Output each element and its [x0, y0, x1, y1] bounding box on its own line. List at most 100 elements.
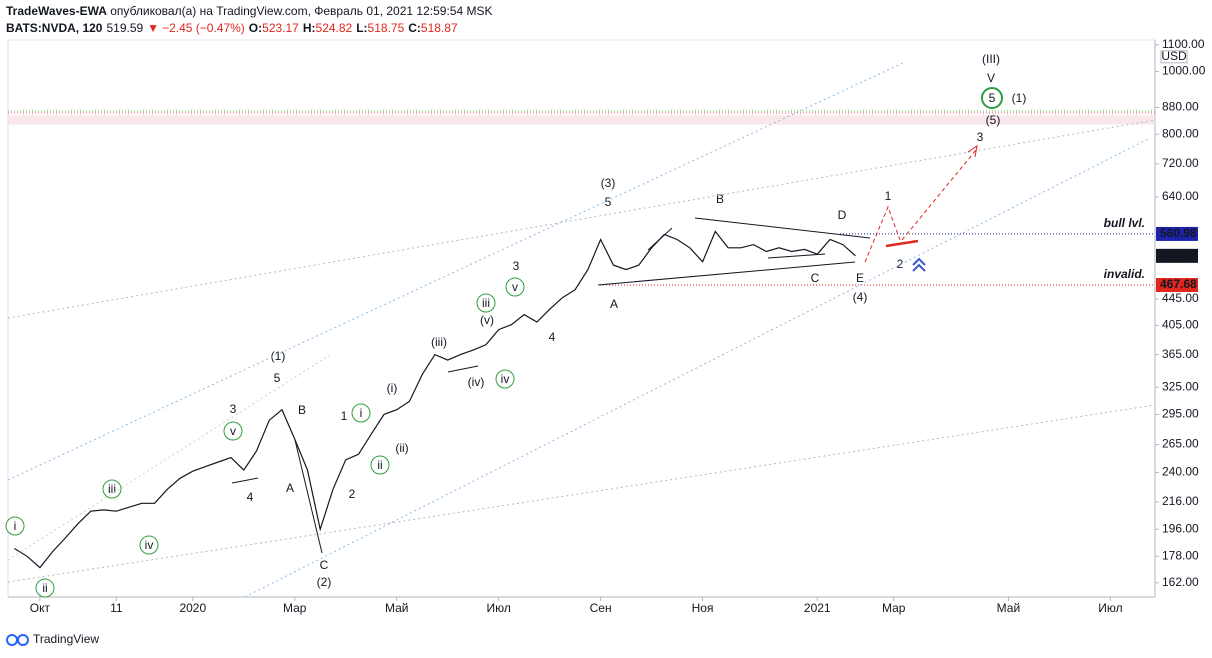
- wave-label: 5: [605, 195, 612, 209]
- author: TradeWaves-EWA: [6, 4, 107, 18]
- wave-label: iii: [482, 296, 490, 310]
- wave-label: (3): [601, 176, 616, 190]
- wave-circle: [351, 403, 371, 423]
- wave-label: 5: [274, 371, 281, 385]
- level-name: bull lvl.: [1104, 216, 1145, 230]
- target-zone: [8, 115, 1155, 125]
- wave-circle: [981, 87, 1003, 109]
- chevron-icon: [912, 263, 926, 272]
- marker-line: [885, 239, 919, 248]
- l-label: L:: [356, 21, 367, 35]
- wave-label: v: [230, 424, 236, 438]
- wave-label: (5): [986, 113, 1001, 127]
- currency-box: [1160, 50, 1188, 64]
- projection: [864, 205, 901, 263]
- wave-label: (iv): [468, 375, 485, 389]
- wave-label: 3: [977, 130, 984, 144]
- header-line: TradeWaves-EWA опубликовал(а) на Trading…: [6, 4, 492, 18]
- x-tick-label: 11: [110, 601, 123, 615]
- logo-icon: [6, 634, 18, 646]
- trend-line: [7, 119, 1156, 319]
- y-tick-label: 880.00: [1162, 100, 1199, 114]
- wedge-line: [767, 253, 826, 259]
- y-tick-label: 1100.00: [1162, 37, 1205, 51]
- wave-label: E: [856, 271, 864, 285]
- price-line: [14, 230, 856, 569]
- wave-label: B: [298, 403, 306, 417]
- wave-label: B: [716, 192, 724, 206]
- low: 518.75: [368, 21, 405, 35]
- projection: [901, 149, 977, 241]
- wave-circle: [102, 479, 122, 499]
- wave-label: iv: [501, 372, 510, 386]
- level-name: invalid.: [1104, 267, 1145, 281]
- wave-circle: [5, 516, 25, 536]
- wave-label: C: [320, 558, 329, 572]
- wave-label: 3: [513, 259, 520, 273]
- wave-label: A: [286, 481, 294, 495]
- x-tick-label: Мар: [283, 601, 307, 615]
- price-box-label: 560.98: [1160, 226, 1197, 240]
- triangle-line: [694, 217, 871, 239]
- high: 524.82: [316, 21, 353, 35]
- wave-label: 2: [897, 257, 904, 271]
- channel-line: [244, 137, 1151, 598]
- wave-label: (2): [317, 575, 332, 589]
- y-tick-label: 216.00: [1162, 494, 1199, 508]
- price-box: [1156, 278, 1198, 293]
- brand: TradingView: [33, 632, 99, 646]
- plot-layer: 1100.001000.00880.00800.00720.00640.0044…: [5, 37, 1206, 615]
- wave-label: i: [360, 406, 363, 420]
- x-tick-label: Мар: [882, 601, 906, 615]
- chevron-icon: [912, 257, 926, 266]
- wedge-line: [647, 227, 673, 251]
- y-tick-label: 196.00: [1162, 521, 1199, 535]
- wave-label: iii: [108, 482, 116, 496]
- channel-line: [7, 61, 906, 481]
- wave-line: [294, 439, 323, 554]
- wave-label: i: [14, 519, 17, 533]
- wave-circle: [476, 293, 496, 313]
- x-tick-label: Май: [997, 601, 1021, 615]
- x-tick-label: 2021: [804, 601, 831, 615]
- wave-label: ii: [377, 458, 382, 472]
- y-tick-label: 295.00: [1162, 407, 1199, 421]
- y-tick-label: 445.00: [1162, 291, 1199, 305]
- wave-label: D: [838, 208, 847, 222]
- open: 523.17: [262, 21, 299, 35]
- wave-label: (4): [853, 290, 868, 304]
- wave-label: V: [987, 71, 995, 85]
- wave-label: (iii): [431, 335, 447, 349]
- last: 519.59: [106, 21, 143, 35]
- x-tick-label: Июл: [486, 601, 510, 615]
- tv-logo: TradingView: [6, 632, 99, 646]
- x-tick-label: Окт: [30, 601, 51, 615]
- y-tick-label: 405.00: [1162, 318, 1199, 332]
- arrow-head: [967, 144, 978, 158]
- close: 518.87: [421, 21, 458, 35]
- y-tick-label: 720.00: [1162, 156, 1199, 170]
- y-tick-label: 325.00: [1162, 379, 1199, 393]
- h-label: H:: [303, 21, 316, 35]
- wave-label: (i): [387, 381, 398, 395]
- wave-label: 4: [247, 490, 254, 504]
- wave-label: iv: [145, 538, 154, 552]
- change: −2.45 (−0.47%): [162, 21, 245, 35]
- wave-label: 5: [989, 91, 996, 105]
- triangle-line: [597, 261, 856, 286]
- trend-line: [7, 354, 331, 561]
- wave-label: 1: [341, 409, 348, 423]
- x-tick-label: Июл: [1098, 601, 1122, 615]
- wave-circle: [495, 369, 515, 389]
- wave-label: 1: [885, 189, 892, 203]
- y-tick-label: 265.00: [1162, 437, 1199, 451]
- wave-label: 2: [349, 487, 356, 501]
- y-tick-label: 800.00: [1162, 126, 1199, 140]
- wave-label: A: [610, 297, 618, 311]
- wedge-line: [447, 365, 479, 373]
- wave-circle: [370, 455, 390, 475]
- wave-circle: [35, 578, 55, 598]
- wave-label: (v): [480, 313, 494, 327]
- o-label: O:: [249, 21, 262, 35]
